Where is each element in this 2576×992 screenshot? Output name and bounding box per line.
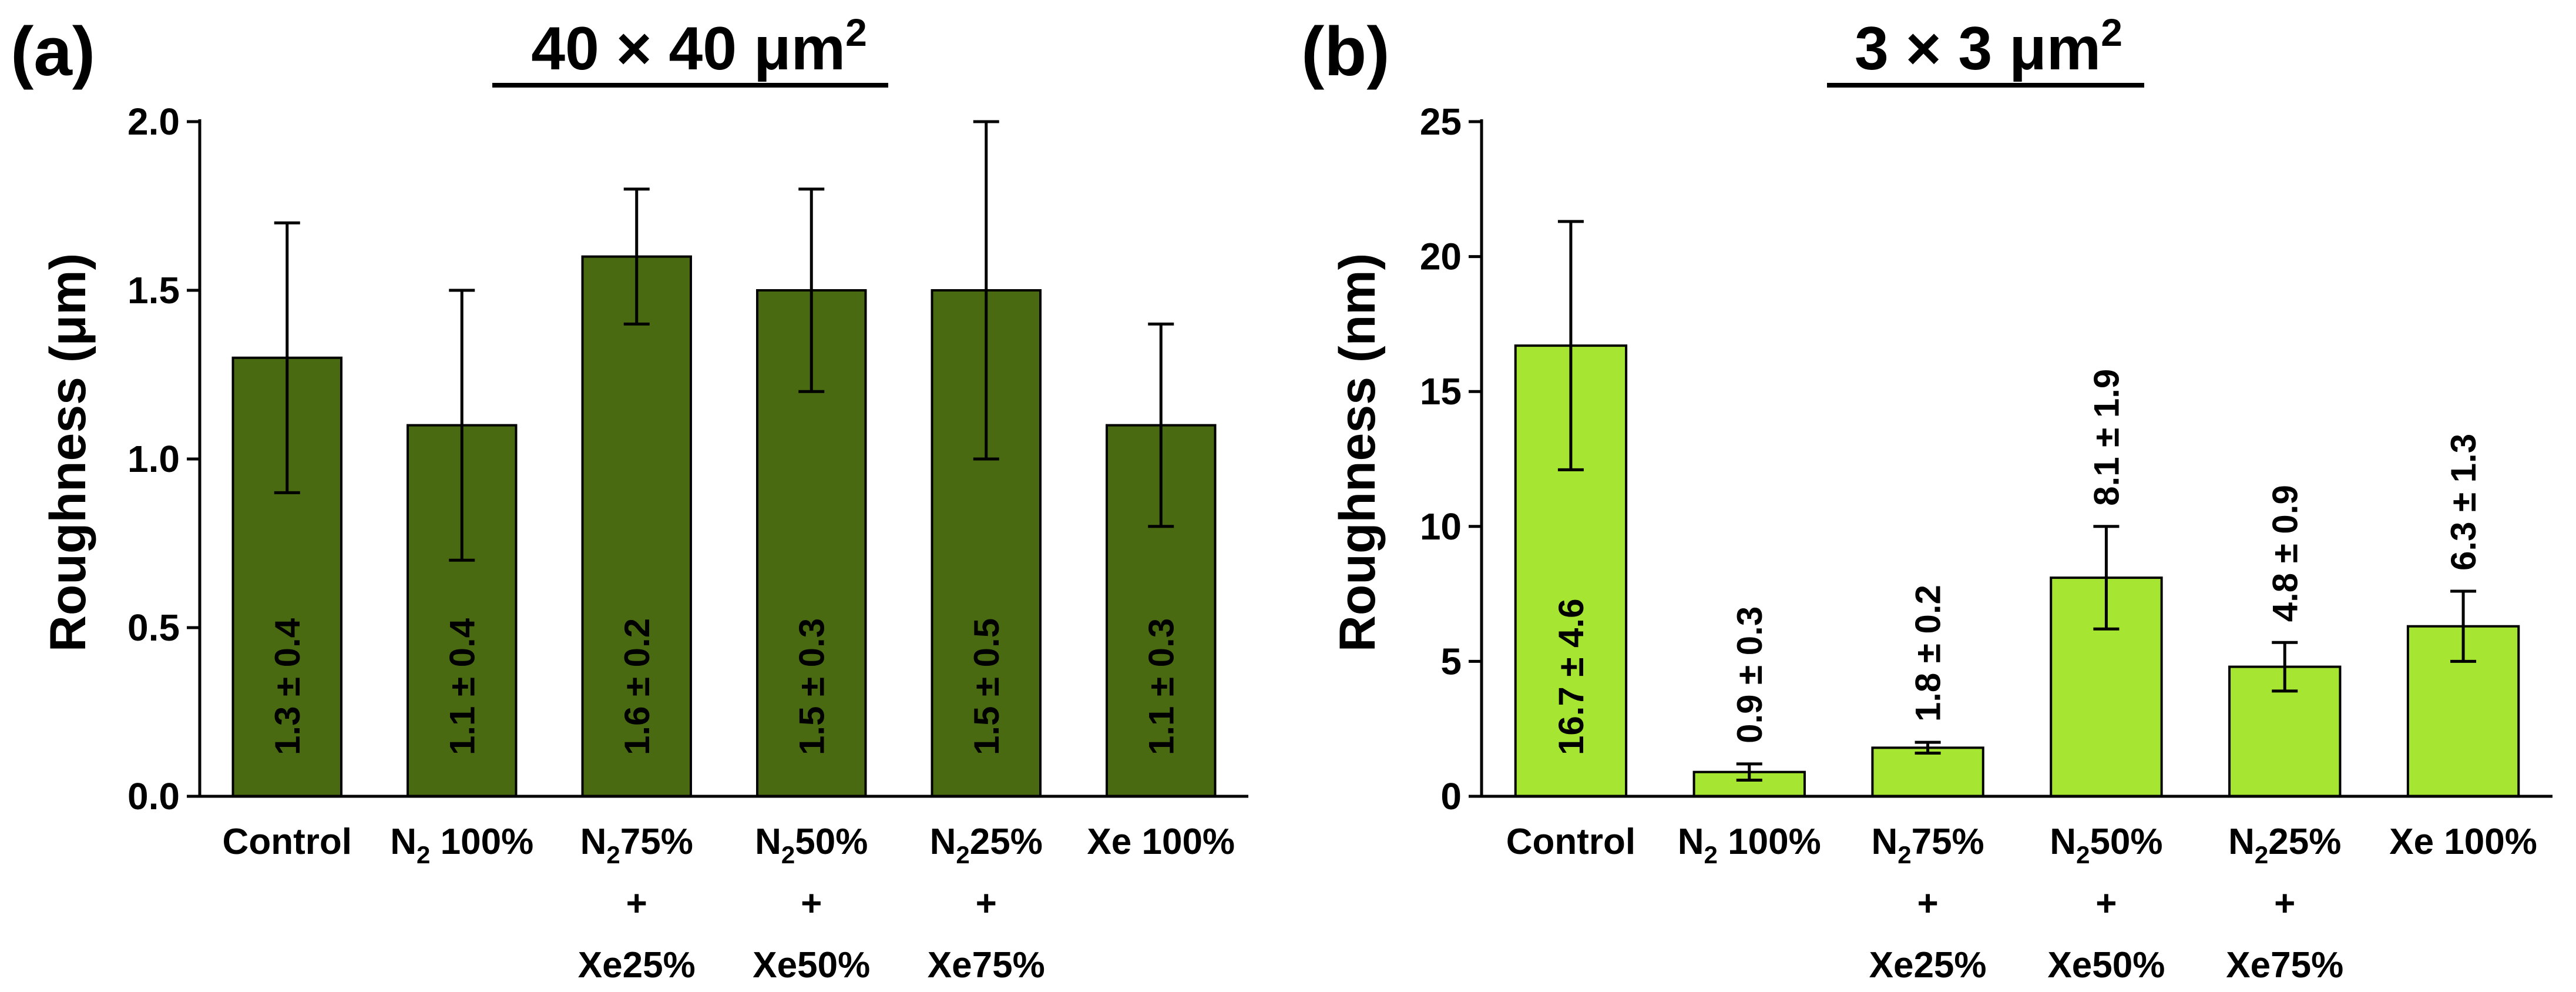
- b-error-bar: [2450, 589, 2477, 663]
- svg-text:+: +: [1917, 883, 1938, 924]
- b-y-tick-label: 5: [1440, 640, 1462, 682]
- a-error-bar: [973, 120, 999, 461]
- panel-b-y-ticks: 0 5 10 15 20 25: [1420, 100, 1482, 817]
- svg-text:Xe 100%: Xe 100%: [2389, 822, 2537, 862]
- b-category-label: Xe 100%: [2389, 822, 2537, 862]
- panel-a-value-labels: 1.3 ± 0.4 1.1 ± 0.4 1.6 ± 0.2 1.5 ± 0.3 1.5 …: [268, 618, 1181, 755]
- a-category-label: Control: [223, 822, 352, 862]
- svg-text:N225%: N225%: [2228, 822, 2341, 869]
- svg-text:+: +: [626, 883, 647, 924]
- svg-text:Xe50%: Xe50%: [753, 945, 870, 986]
- a-value-label: 1.1 ± 0.4: [442, 618, 482, 755]
- panel-b-label: (b): [1301, 13, 1390, 91]
- a-bar: [581, 255, 692, 798]
- a-value-label: 1.5 ± 0.5: [967, 618, 1006, 755]
- a-category-label: N275% + Xe25%: [578, 822, 696, 986]
- svg-text:N2 100%: N2 100%: [390, 822, 533, 869]
- b-category-label: N275% + Xe25%: [1869, 822, 1987, 986]
- svg-text:Xe25%: Xe25%: [1869, 945, 1987, 986]
- b-y-tick-label: 20: [1420, 236, 1462, 278]
- a-value-label: 1.1 ± 0.3: [1141, 618, 1181, 755]
- svg-text:Xe75%: Xe75%: [2226, 945, 2343, 986]
- svg-text:N250%: N250%: [2050, 822, 2162, 869]
- b-bar: [1871, 746, 1984, 797]
- a-y-tick-label: 0.5: [127, 606, 180, 649]
- b-value-label: 0.9 ± 0.3: [1730, 606, 1769, 743]
- panel-b-bars: [1514, 344, 2520, 797]
- panel-a-error-bars: [274, 120, 1174, 562]
- svg-text:Xe50%: Xe50%: [2047, 945, 2165, 986]
- b-category-label: N2 100%: [1678, 822, 1821, 869]
- b-value-label: 8.1 ± 1.9: [2087, 369, 2126, 506]
- b-y-tick-label: 0: [1440, 775, 1462, 817]
- a-value-label: 1.3 ± 0.4: [268, 618, 307, 755]
- a-error-bar: [274, 221, 300, 494]
- panel-a-label: (a): [11, 13, 95, 91]
- svg-text:Control: Control: [1506, 822, 1635, 862]
- panel-b-category-labels: Control N2 100% N275% + Xe25% N250% + Xe50% N225…: [1506, 822, 2537, 986]
- svg-text:N275%: N275%: [1871, 822, 1984, 869]
- b-y-tick-label: 15: [1420, 370, 1462, 413]
- a-y-tick-label: 1.5: [127, 269, 180, 311]
- svg-text:40 × 40 μm2: 40 × 40 μm2: [531, 11, 867, 83]
- panel-a-y-axis-label: Roughness (μm): [40, 253, 96, 652]
- a-category-label: N250% + Xe50%: [753, 822, 870, 986]
- panel-b-error-bars: [1557, 220, 2477, 782]
- panel-b-title-text: 3 × 3 μm: [1855, 15, 2101, 83]
- a-category-label: N225% + Xe75%: [928, 822, 1045, 986]
- panel-a-title-text: 40 × 40 μm: [531, 15, 845, 83]
- a-y-tick-label: 0.0: [127, 775, 180, 817]
- svg-text:3 × 3 μm2: 3 × 3 μm2: [1855, 11, 2122, 83]
- b-value-label: 16.7 ± 4.6: [1551, 599, 1591, 755]
- b-value-label: 4.8 ± 0.9: [2265, 485, 2305, 622]
- b-error-bar: [2272, 641, 2298, 693]
- svg-text:+: +: [976, 883, 997, 924]
- b-y-tick-label: 25: [1420, 100, 1462, 143]
- svg-text:N250%: N250%: [755, 822, 868, 869]
- panel-a: (a) 40 × 40 μm2 Roughness (μm) 0.0 0.5 1.0…: [11, 11, 1248, 986]
- a-error-bar: [798, 187, 825, 393]
- panel-b-value-labels: 16.7 ± 4.6 0.9 ± 0.3 1.8 ± 0.2 8.1 ± 1.9 4.8…: [1551, 369, 2483, 755]
- b-error-bar: [1557, 220, 1584, 471]
- b-error-bar: [2093, 525, 2120, 631]
- svg-text:N275%: N275%: [580, 822, 693, 869]
- panel-a-title-superscript: 2: [845, 11, 867, 54]
- svg-text:Xe75%: Xe75%: [928, 945, 1045, 986]
- b-y-tick-label: 10: [1420, 505, 1462, 548]
- panel-b-title: 3 × 3 μm2: [1827, 11, 2144, 88]
- b-category-label: N250% + Xe50%: [2047, 822, 2165, 986]
- b-value-label: 6.3 ± 1.3: [2444, 434, 2483, 571]
- panel-a-category-labels: Control N2 100% N275% + Xe25% N250% + Xe50% N225…: [223, 822, 1235, 986]
- b-error-bar: [1915, 740, 1941, 755]
- panel-a-y-ticks: 0.0 0.5 1.0 1.5 2.0: [127, 100, 200, 817]
- b-category-label: N225% + Xe75%: [2226, 822, 2343, 986]
- svg-text:+: +: [801, 883, 822, 924]
- b-value-label: 1.8 ± 0.2: [1909, 585, 1948, 722]
- svg-text:+: +: [2095, 883, 2117, 924]
- b-error-bar: [1736, 762, 1762, 782]
- a-category-label: Xe 100%: [1087, 822, 1235, 862]
- svg-text:Xe 100%: Xe 100%: [1087, 822, 1235, 862]
- svg-text:N225%: N225%: [930, 822, 1043, 869]
- a-error-bar: [623, 187, 650, 326]
- svg-text:Xe25%: Xe25%: [578, 945, 696, 986]
- a-error-bar: [1148, 322, 1174, 528]
- a-value-label: 1.5 ± 0.3: [792, 618, 831, 755]
- a-category-label: N2 100%: [390, 822, 533, 869]
- svg-text:+: +: [2274, 883, 2295, 924]
- a-y-tick-label: 2.0: [127, 100, 180, 143]
- panel-b-title-superscript: 2: [2101, 11, 2122, 54]
- a-value-label: 1.6 ± 0.2: [617, 618, 657, 755]
- svg-text:N2 100%: N2 100%: [1678, 822, 1821, 869]
- panel-b: (b) 3 × 3 μm2 Roughness (nm) 0510152025 …: [1301, 11, 2553, 986]
- a-y-tick-label: 1.0: [127, 438, 180, 480]
- panel-a-title: 40 × 40 μm2: [492, 11, 888, 88]
- panel-a-bars: [231, 255, 1217, 798]
- panel-b-y-axis-label: Roughness (nm): [1329, 253, 1386, 652]
- b-category-label: Control: [1506, 822, 1635, 862]
- svg-text:Control: Control: [223, 822, 352, 862]
- a-error-bar: [449, 289, 475, 562]
